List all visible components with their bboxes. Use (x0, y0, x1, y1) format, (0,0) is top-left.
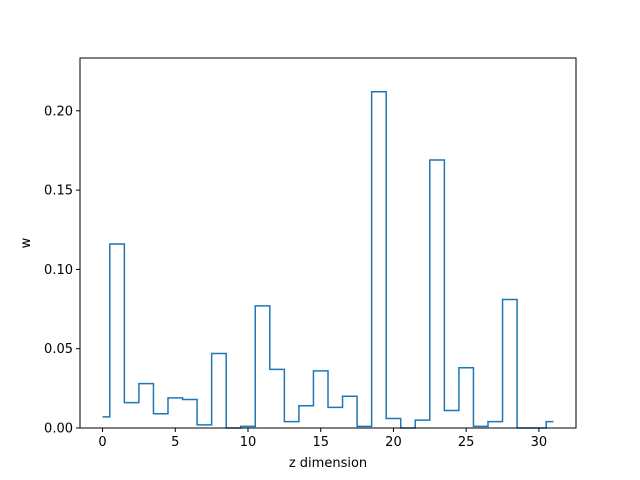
y-tick-label: 0.10 (44, 263, 73, 278)
y-axis-label: w (19, 237, 34, 248)
x-axis: 0 5 10 15 20 25 30 (98, 428, 547, 450)
plot-area (102, 91, 554, 429)
y-tick-label: 0.05 (44, 342, 73, 357)
x-tick-label: 25 (458, 435, 475, 450)
y-axis: 0.00 0.05 0.10 0.15 0.20 (44, 104, 80, 437)
x-tick-label: 15 (312, 435, 329, 450)
y-tick-label: 0.20 (44, 104, 73, 119)
series-step-line (102, 91, 554, 429)
y-tick-label: 0.15 (44, 184, 73, 199)
axes-frame (79, 57, 577, 429)
x-tick-label: 0 (98, 435, 106, 450)
x-tick-label: 10 (240, 435, 257, 450)
x-tick-label: 20 (385, 435, 402, 450)
x-tick-label: 30 (531, 435, 548, 450)
y-tick-label: 0.00 (44, 422, 73, 437)
x-axis-label: z dimension (289, 456, 367, 471)
x-tick-label: 5 (171, 435, 179, 450)
